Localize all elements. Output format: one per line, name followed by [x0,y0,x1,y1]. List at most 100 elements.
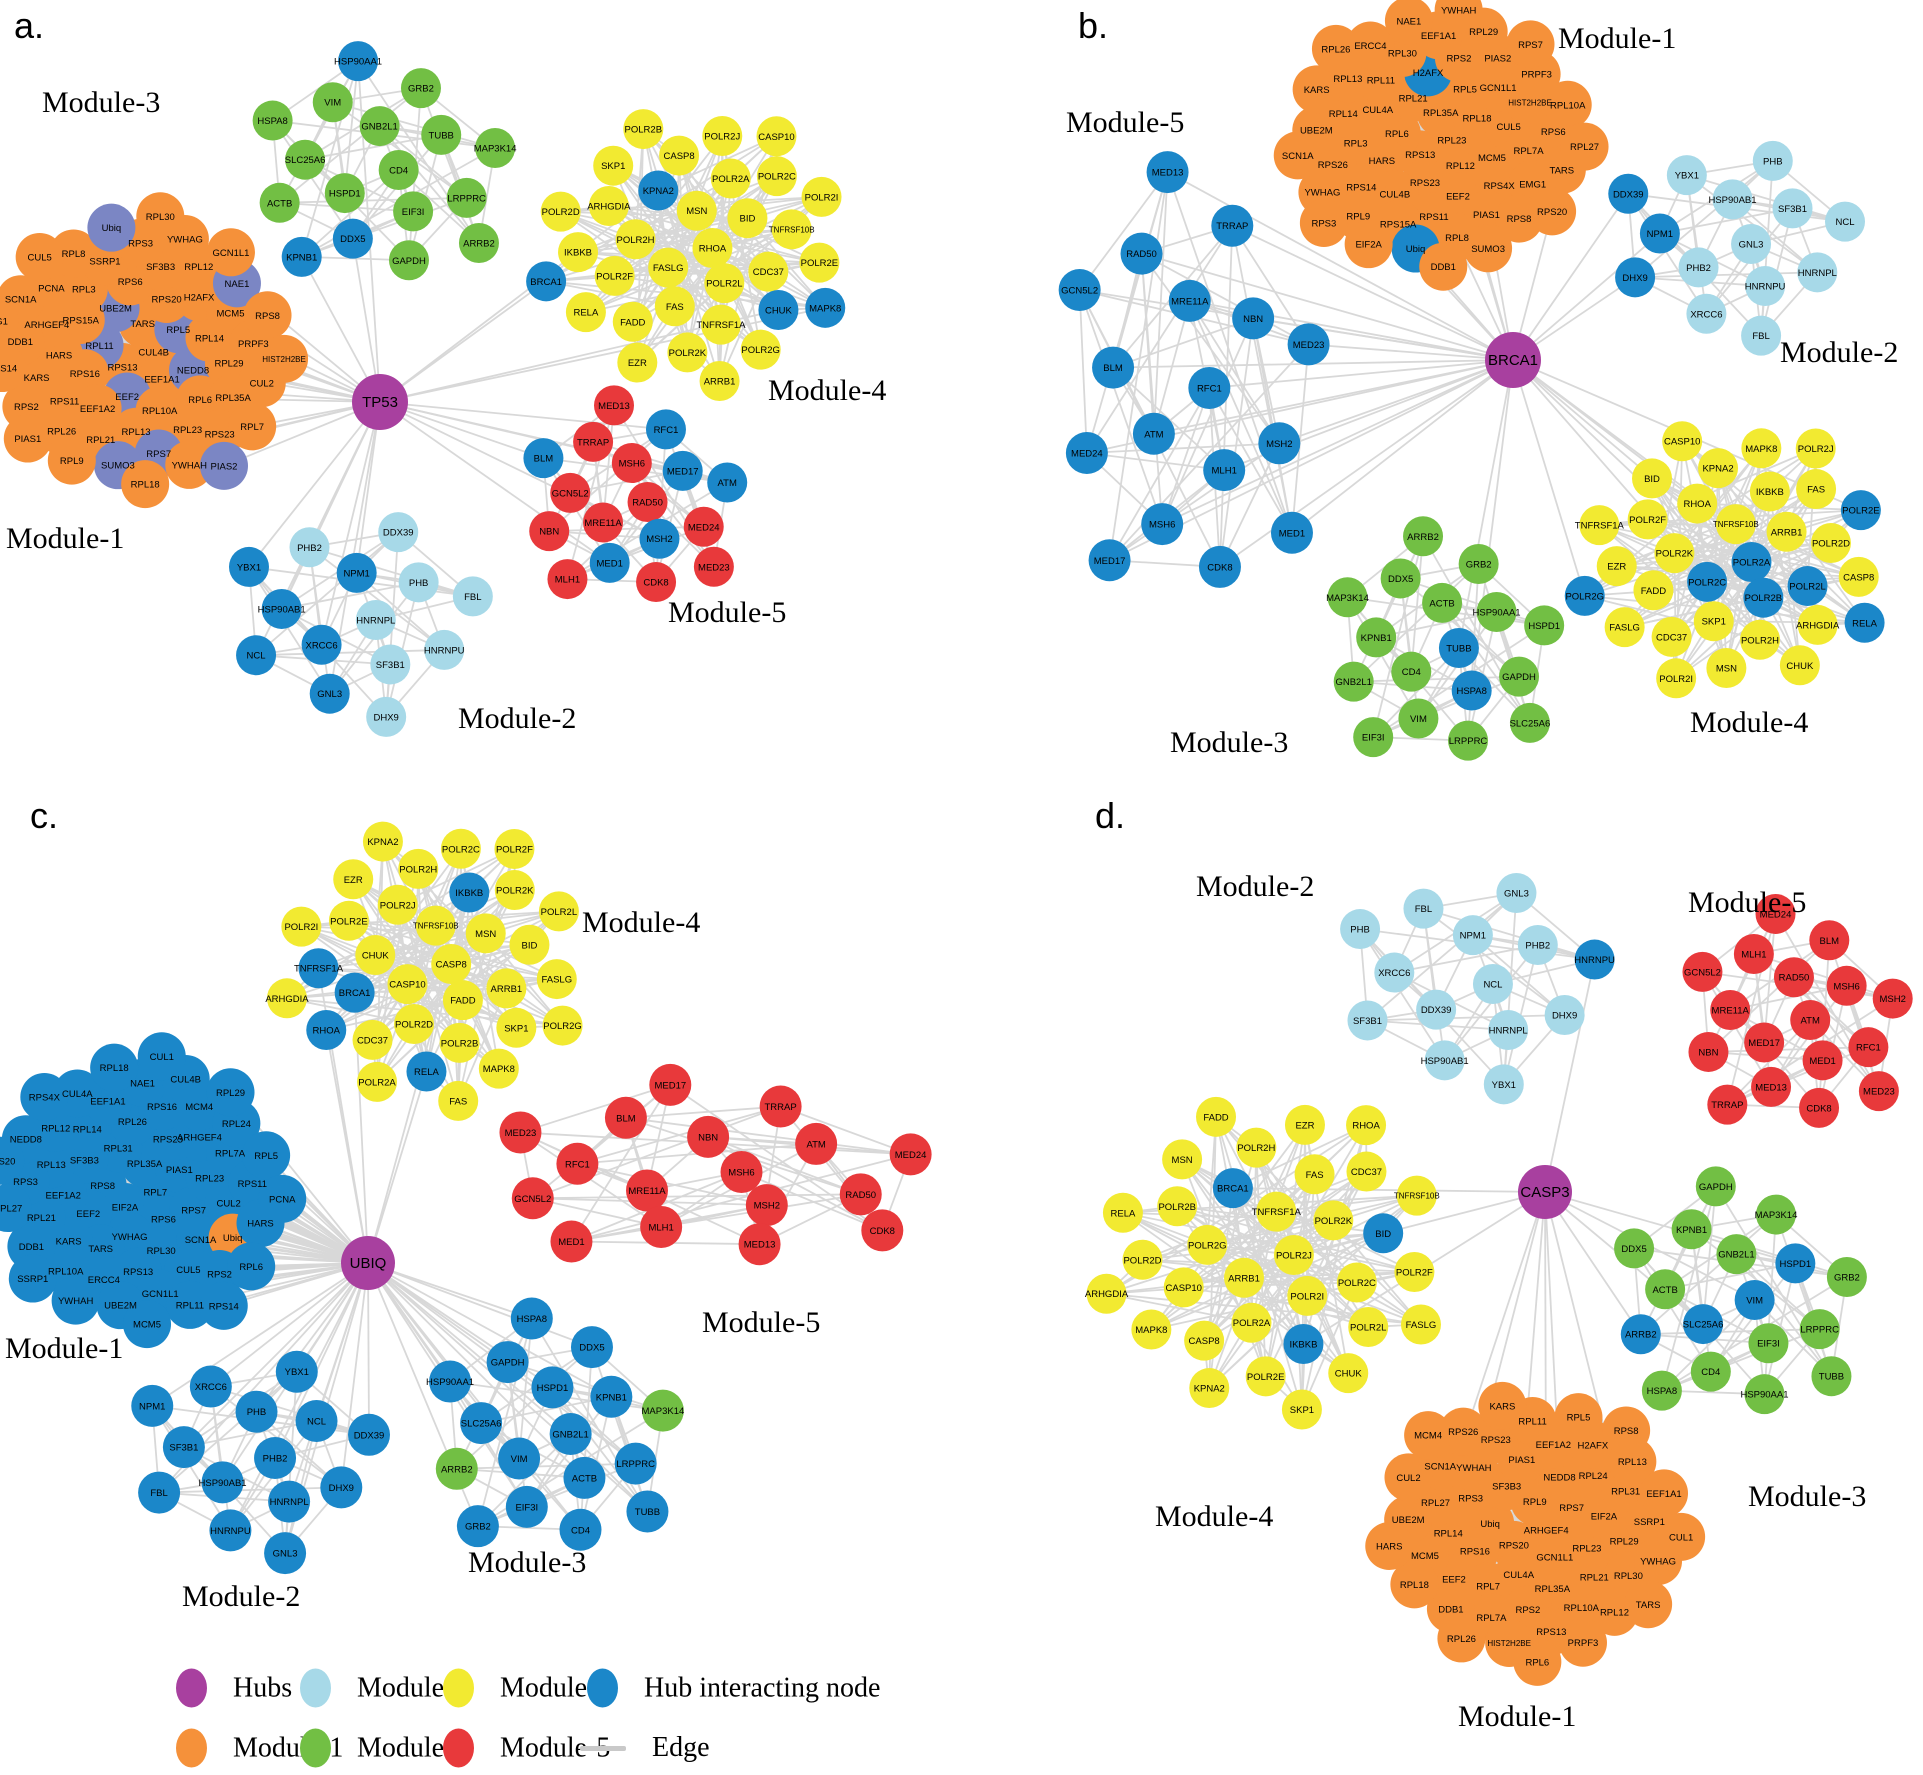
node-label: MCM5 [217,308,245,319]
node-label: TNFRSF1A [294,964,344,975]
node-xrcc6 [1686,293,1727,334]
node-label: POLR2I [1659,674,1693,685]
node-polr2g [542,1005,583,1046]
node-gapdh [388,240,429,281]
panel-c-nodes [0,821,932,1575]
node-rpl29 [206,1068,255,1117]
node-rpl30 [136,192,185,241]
edge [1151,1232,1384,1331]
node-atm [707,462,748,503]
edge [1472,934,1566,1016]
node-hnrnpl [355,600,396,640]
node-arrb1 [486,968,527,1009]
node-label: POLR2K [669,348,707,359]
node-label: CD4 [1402,667,1421,678]
node-label: KPNA2 [1194,1384,1225,1395]
node-lrpprc [614,1442,657,1485]
node-eef1a1 [1640,1469,1689,1518]
node-polr2j [377,884,418,925]
node-label: POLR2J [1798,444,1834,455]
edge [1423,907,1595,961]
node-polr2e [328,900,369,941]
node-grb2 [400,68,441,109]
edge [1686,174,1846,223]
node-label: MED24 [1071,449,1103,460]
node-blm [604,1096,647,1139]
edge [1673,447,1763,554]
edge [1410,536,1424,672]
hub-edge [1209,359,1514,389]
node-label: PHB2 [1525,940,1550,951]
node-label: EEF2 [1446,192,1470,203]
node-label: MAP3K14 [1755,1210,1798,1221]
edge [1112,317,1254,369]
node-label: RPS14 [1346,182,1376,193]
node-polr2c [440,828,481,869]
hub-edge [367,1262,572,1435]
node-polr2e [1840,490,1881,531]
node-label: GNL3 [1504,889,1529,900]
node-label: FASLG [1406,1320,1437,1331]
edge [209,1386,232,1531]
hub-edge [1079,289,1514,361]
node-dhx9 [366,696,407,737]
node-label: ARRB2 [463,239,495,250]
node-label: HNRNPL [356,616,395,627]
node-rpl6 [227,1242,276,1291]
node-rps20 [0,1136,25,1185]
module-caption-b-module-5: Module-5 [1066,106,1184,139]
node-label: CDC37 [753,267,784,278]
module-caption-a-module-5: Module-5 [668,596,786,629]
node-label: MAPK8 [809,303,841,314]
node-rps8 [1602,1406,1651,1455]
node-polr2a [357,1061,398,1102]
node-label: RPL23 [1572,1544,1601,1555]
node-label: POLR2A [1233,1318,1271,1329]
edge [308,547,331,694]
node-label: DHX9 [1622,273,1647,284]
node-tubb [626,1490,669,1533]
node-arrb2 [1620,1314,1661,1355]
edge [520,1084,671,1134]
module-caption-d-module-1: Module-1 [1458,1700,1576,1733]
node-label: HNRNPU [210,1526,251,1537]
edge [1652,441,1684,591]
node-chuk [355,934,396,975]
node-gcn5l2 [1682,951,1723,992]
node-ddx5 [332,218,373,259]
node-label: VIM [324,98,341,109]
node-dhx9 [320,1466,363,1509]
node-rpl11 [165,1280,214,1329]
node-polr2i [801,176,842,217]
hub-edge [367,1262,533,1320]
hub-edge [1382,1191,1546,1235]
node-label: DDX5 [1621,1244,1646,1255]
node-label: UBE2M [104,1301,137,1312]
node-grb2 [456,1505,499,1548]
node-polr2f [1627,499,1668,540]
node-label: RELA [1852,618,1877,629]
node-label: RPL26 [118,1117,147,1128]
node-label: RPL27 [1421,1498,1450,1509]
node-tubb [1811,1356,1852,1397]
node-fbl [138,1471,181,1514]
node-label: RPS8 [1614,1426,1639,1437]
node-label: RPS20 [0,1156,15,1167]
node-label: MAP3K14 [474,144,517,155]
node-arrb1 [699,361,740,402]
node-atm [1790,1000,1831,1040]
node-label: DDX5 [340,234,365,245]
node-label: RPL13 [1333,74,1362,85]
node-label: SCN1A [5,295,37,306]
node-ybx1 [228,546,269,587]
node-label: H2AFX [1578,1440,1609,1451]
node-rps14 [199,1281,248,1330]
node-label: PHB2 [297,543,322,554]
node-label: NPM1 [139,1401,165,1412]
node-label: TUBB [1819,1372,1844,1383]
node-label: ATM [1144,429,1163,440]
node-label: HIST2H2BE [262,355,306,364]
node-label: RPS7 [1518,40,1543,51]
node-label: IKBKB [1289,1340,1317,1351]
